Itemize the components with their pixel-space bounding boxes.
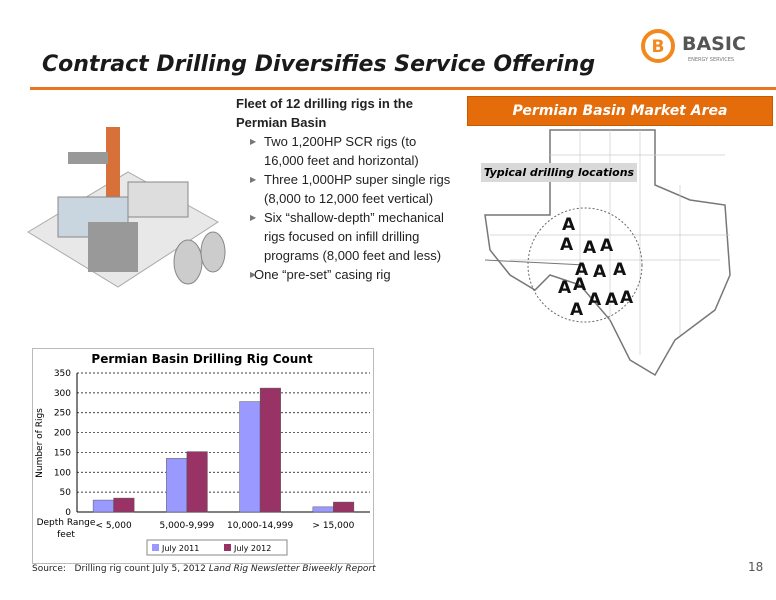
svg-text:A: A — [613, 260, 627, 280]
legend-label: July 2012 — [233, 544, 271, 553]
y-tick-label: 150 — [54, 448, 71, 458]
legend-frame — [146, 539, 288, 556]
x-tick-label: > 15,000 — [312, 521, 354, 531]
fleet-item: Two 1,200HP SCR rigs (to 16,000 feet and… — [236, 132, 451, 170]
y-tick-label: 350 — [54, 369, 71, 379]
svg-text:A: A — [558, 278, 572, 298]
logo-tagline: ENERGY SERVICES — [688, 57, 734, 63]
logo: B BASIC ENERGY SERVICES — [641, 29, 746, 63]
legend-swatch — [224, 544, 231, 551]
chart-title: Permian Basin Drilling Rig Count — [91, 352, 312, 366]
svg-text:A: A — [588, 290, 602, 310]
logo-ring — [641, 29, 675, 63]
svg-text:A: A — [605, 290, 619, 310]
bar — [166, 458, 188, 513]
fleet-item: Six “shallow-depth” mechanical rigs focu… — [236, 208, 451, 265]
logo-letter: B — [652, 37, 665, 57]
y-tick-label: 50 — [60, 488, 72, 498]
svg-text:A: A — [573, 275, 587, 295]
bar — [113, 497, 135, 513]
chart: Permian Basin Drilling Rig Count Number … — [35, 352, 370, 556]
source-label: Source: — [32, 564, 66, 574]
fleet-list: Two 1,200HP SCR rigs (to 16,000 feet and… — [236, 132, 451, 284]
rig-illustration — [27, 127, 226, 288]
title-rule — [30, 87, 776, 90]
bar — [333, 501, 355, 513]
logo-name: BASIC — [682, 33, 746, 55]
map-title: Permian Basin Market Area — [467, 96, 773, 126]
svg-text:A: A — [620, 288, 634, 308]
fleet-heading: Fleet of 12 drilling rigs in the Permian… — [236, 96, 413, 130]
svg-text:A: A — [583, 238, 597, 258]
y-tick-label: 100 — [54, 468, 71, 478]
source: Source: Drilling rig count July 5, 2012 … — [32, 564, 376, 574]
x-tick-label: < 5,000 — [96, 521, 132, 531]
svg-text:A: A — [575, 260, 589, 280]
svg-text:A: A — [562, 215, 576, 235]
svg-text:A: A — [593, 262, 607, 282]
y-tick-label: 200 — [54, 429, 71, 439]
bar — [312, 506, 334, 513]
source-text: Drilling rig count July 5, 2012 — [74, 564, 206, 574]
bar — [186, 451, 208, 513]
x-tick-label: 5,000-9,999 — [159, 521, 214, 531]
fleet-block: Fleet of 12 drilling rigs in the Permian… — [236, 94, 451, 284]
texas-map: AA A A A A AA AA A AA — [484, 129, 731, 377]
y-axis-label: Number of Rigs — [35, 408, 45, 478]
y-tick-label: 0 — [65, 508, 71, 518]
bar — [239, 401, 261, 513]
map-label: Typical drilling locations — [481, 163, 637, 182]
bar — [92, 499, 114, 513]
source-publication: Land Rig Newsletter Biweekly Report — [208, 564, 376, 574]
legend-label: July 2011 — [161, 544, 199, 553]
fleet-item: Three 1,000HP super single rigs (8,000 t… — [236, 170, 451, 208]
page-number: 18 — [748, 560, 764, 574]
svg-text:A: A — [570, 300, 584, 320]
bar — [259, 387, 281, 513]
x-tick-label: 10,000-14,999 — [227, 521, 294, 531]
chart-frame — [32, 348, 374, 564]
y-tick-label: 300 — [54, 389, 71, 399]
svg-text:A: A — [600, 236, 614, 256]
legend-swatch — [152, 544, 159, 551]
svg-text:A: A — [560, 235, 574, 255]
x-axis-label: Depth Range feet — [36, 518, 96, 540]
fleet-item: One “pre-set” casing rig — [236, 265, 451, 284]
slide-title: Contract Drilling Diversifies Service Of… — [42, 52, 596, 77]
y-tick-label: 250 — [54, 409, 71, 419]
